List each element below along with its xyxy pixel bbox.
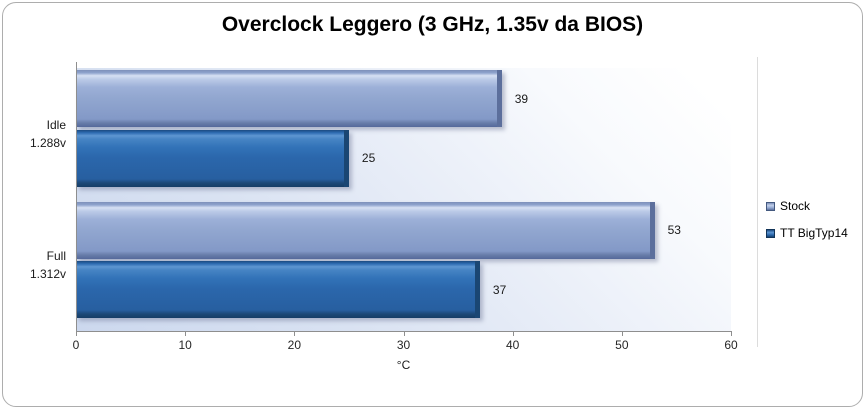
axis-tick: [512, 331, 514, 336]
legend-swatch-icon: [766, 228, 775, 238]
axis-tick: [76, 331, 77, 336]
data-label: 37: [492, 282, 507, 297]
category-axis-label: Full 1.312v: [29, 249, 66, 282]
axis-tick-label: 10: [178, 338, 192, 352]
bar-stock: [76, 201, 655, 259]
bar-tt-bigtyp14: [76, 129, 349, 187]
data-label: 53: [667, 223, 681, 237]
axis-tick: [294, 331, 296, 336]
axis-tick: [185, 331, 187, 336]
axis-tick: [731, 331, 732, 336]
legend-item: Stock: [766, 197, 848, 215]
bar-stock: [76, 70, 502, 127]
axis-tick: [403, 331, 405, 336]
category-axis-label: Idle 1.288v: [29, 117, 66, 150]
axis-tick-label: 50: [615, 338, 629, 352]
right-guide-line: [757, 57, 758, 347]
axis-tick-label: 60: [724, 338, 738, 352]
legend-item: TT BigTyp14: [766, 224, 848, 242]
axis-tick-label: 20: [287, 338, 301, 352]
axis-tick-label: 40: [505, 338, 520, 352]
legend-label: TT BigTyp14: [780, 226, 848, 240]
chart-title: Overclock Leggero (3 GHz, 1.35v da BIOS): [221, 13, 644, 36]
category-axis-line: [76, 62, 77, 331]
data-label: 25: [361, 151, 376, 165]
legend: Stock TT BigTyp14: [766, 197, 848, 251]
axis-tick: [621, 331, 623, 336]
axis-tick-label: 0: [72, 338, 80, 352]
bar-tt-bigtyp14: [76, 261, 480, 318]
data-label: 39: [514, 91, 529, 106]
plot-area: [76, 68, 731, 331]
axis-tick-label: 30: [396, 338, 411, 352]
legend-swatch-icon: [766, 201, 775, 211]
x-axis-title: °C: [396, 358, 411, 372]
legend-label: Stock: [780, 199, 811, 213]
